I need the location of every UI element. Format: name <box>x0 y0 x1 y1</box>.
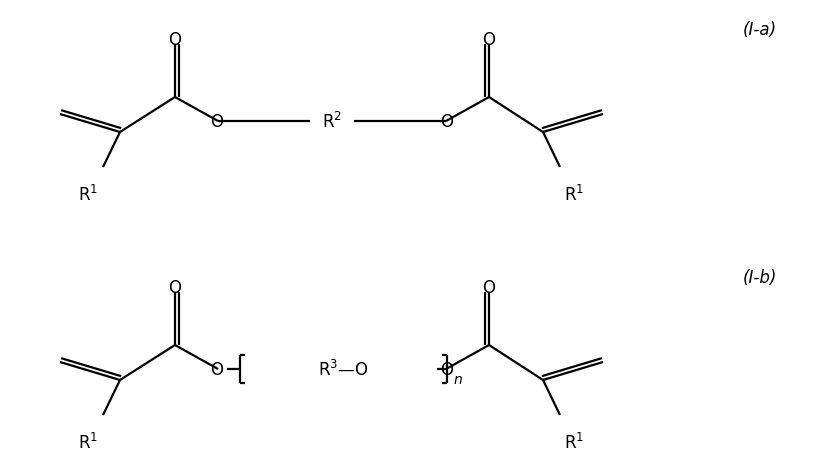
Text: R$^1$: R$^1$ <box>563 185 584 205</box>
Text: (I-b): (I-b) <box>742 268 777 287</box>
Text: R$^1$: R$^1$ <box>78 432 98 452</box>
Text: (I-a): (I-a) <box>742 21 776 39</box>
Text: O: O <box>440 113 453 131</box>
Text: R$^3$—O: R$^3$—O <box>318 359 368 379</box>
Text: R$^1$: R$^1$ <box>78 185 98 205</box>
Text: O: O <box>482 31 495 49</box>
Text: O: O <box>440 360 453 378</box>
Text: R$^1$: R$^1$ <box>563 432 584 452</box>
Text: R$^2$: R$^2$ <box>321 112 342 132</box>
Text: O: O <box>482 278 495 297</box>
Text: O: O <box>210 113 224 131</box>
Text: O: O <box>168 31 181 49</box>
Text: O: O <box>210 360 224 378</box>
Text: $n$: $n$ <box>453 372 462 386</box>
Text: O: O <box>168 278 181 297</box>
